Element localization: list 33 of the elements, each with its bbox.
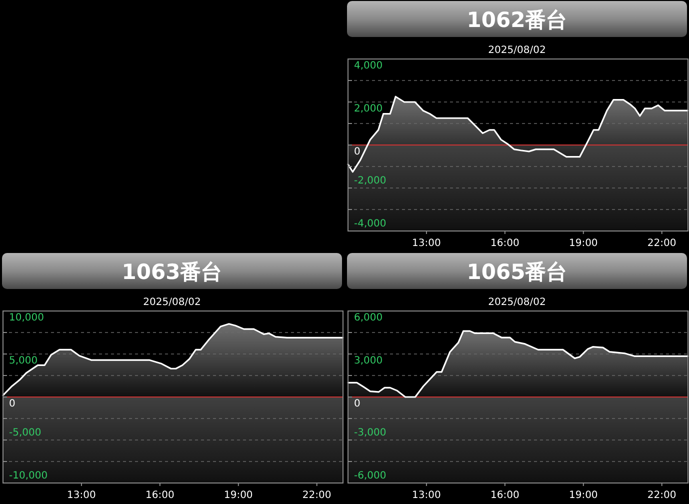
x-tick-label: 13:00 [412, 490, 441, 501]
y-tick-label: 3,000 [354, 356, 383, 366]
chart-title: 1062番台 [466, 8, 568, 32]
x-tick-label: 16:00 [490, 490, 520, 501]
chart-title: 1063番台 [122, 260, 222, 284]
chart-subtitle: 2025/08/02 [488, 297, 546, 308]
y-tick-label: 0 [354, 398, 360, 410]
x-tick-label: 22:00 [647, 238, 676, 249]
x-tick-label: 22:00 [647, 490, 676, 501]
y-tick-label: -6,000 [354, 470, 386, 482]
y-tick-label: -5,000 [9, 428, 42, 438]
chart-title: 1065番台 [466, 260, 568, 284]
x-tick-label: 19:00 [224, 490, 253, 501]
y-tick-label: -3,000 [354, 428, 386, 438]
x-tick-label: 19:00 [568, 490, 598, 501]
y-tick-label: 2,000 [354, 104, 383, 114]
x-tick-label: 22:00 [302, 490, 332, 501]
y-tick-label: 4,000 [354, 60, 383, 72]
y-tick-label: 5,000 [9, 356, 38, 366]
y-tick-label: -2,000 [354, 176, 386, 186]
chart-subtitle: 2025/08/02 [143, 297, 201, 308]
x-tick-label: 16:00 [490, 238, 520, 249]
y-tick-label: 6,000 [354, 312, 383, 324]
chart-subtitle: 2025/08/02 [488, 45, 546, 56]
x-tick-label: 13:00 [67, 490, 96, 501]
x-tick-label: 19:00 [568, 238, 598, 249]
y-tick-label: -10,000 [9, 470, 48, 482]
y-tick-label: 10,000 [9, 312, 44, 324]
y-tick-label: 0 [354, 146, 360, 158]
x-tick-label: 13:00 [412, 238, 441, 249]
y-tick-label: -4,000 [354, 218, 386, 230]
x-tick-label: 16:00 [146, 490, 174, 501]
y-tick-label: 0 [9, 398, 16, 410]
